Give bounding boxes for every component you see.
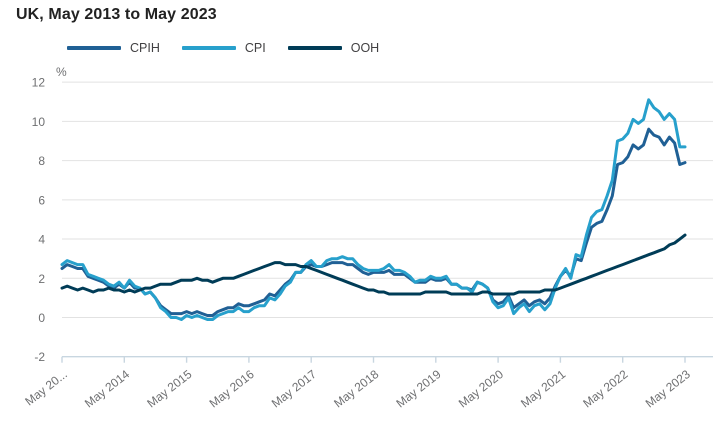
x-tick-label: May 20... (22, 367, 70, 408)
y-tick-label: 6 (38, 193, 45, 207)
x-tick-label: May 2016 (207, 367, 257, 411)
ooh-line-swatch-icon (287, 46, 342, 50)
y-axis-unit-label: % (56, 65, 67, 79)
legend-label-cpih: CPIH (130, 41, 160, 55)
x-tick-label: May 2015 (144, 367, 194, 411)
y-tick-label: 12 (32, 76, 46, 90)
y-tick-label: 4 (38, 233, 45, 247)
x-tick-label: May 2014 (82, 367, 132, 411)
y-tick-label: 2 (38, 272, 45, 286)
x-tick-label: May 2018 (331, 367, 381, 411)
cpi-series-line (60, 98, 687, 321)
y-tick-label: 10 (32, 115, 46, 129)
x-tick-label: May 2021 (518, 367, 568, 411)
x-tick-label: May 2023 (643, 367, 693, 411)
cpih-series-line (60, 127, 687, 317)
y-tick-label: 0 (38, 311, 45, 325)
cpih-line-swatch-icon (67, 46, 121, 50)
y-tick-label: -2 (34, 350, 45, 364)
gridlines (62, 81, 713, 358)
x-tick-label: May 2020 (456, 367, 506, 411)
y-tick-label: 8 (38, 154, 45, 168)
ooh-series-line (60, 233, 687, 296)
x-axis-labels: May 20... May 2014 May 2015 May 2016 May 201… (22, 356, 693, 411)
legend-label-cpi: CPI (244, 41, 266, 55)
legend-label-ooh: OOH (350, 41, 380, 55)
legend-item-cpih: CPIH (67, 41, 160, 55)
x-tick-label: May 2019 (393, 367, 443, 411)
chart-legend: CPIH CPI OOH (67, 41, 379, 55)
legend-item-ooh: OOH (287, 41, 380, 55)
cpi-line-swatch-icon (181, 46, 236, 50)
legend-item-cpi: CPI (181, 41, 266, 55)
x-tick-label: May 2022 (580, 367, 630, 411)
x-tick-label: May 2017 (269, 367, 319, 411)
chart-title: UK, May 2013 to May 2023 (16, 6, 217, 23)
y-axis-labels: -2 0 2 4 6 8 10 12 (32, 76, 46, 365)
